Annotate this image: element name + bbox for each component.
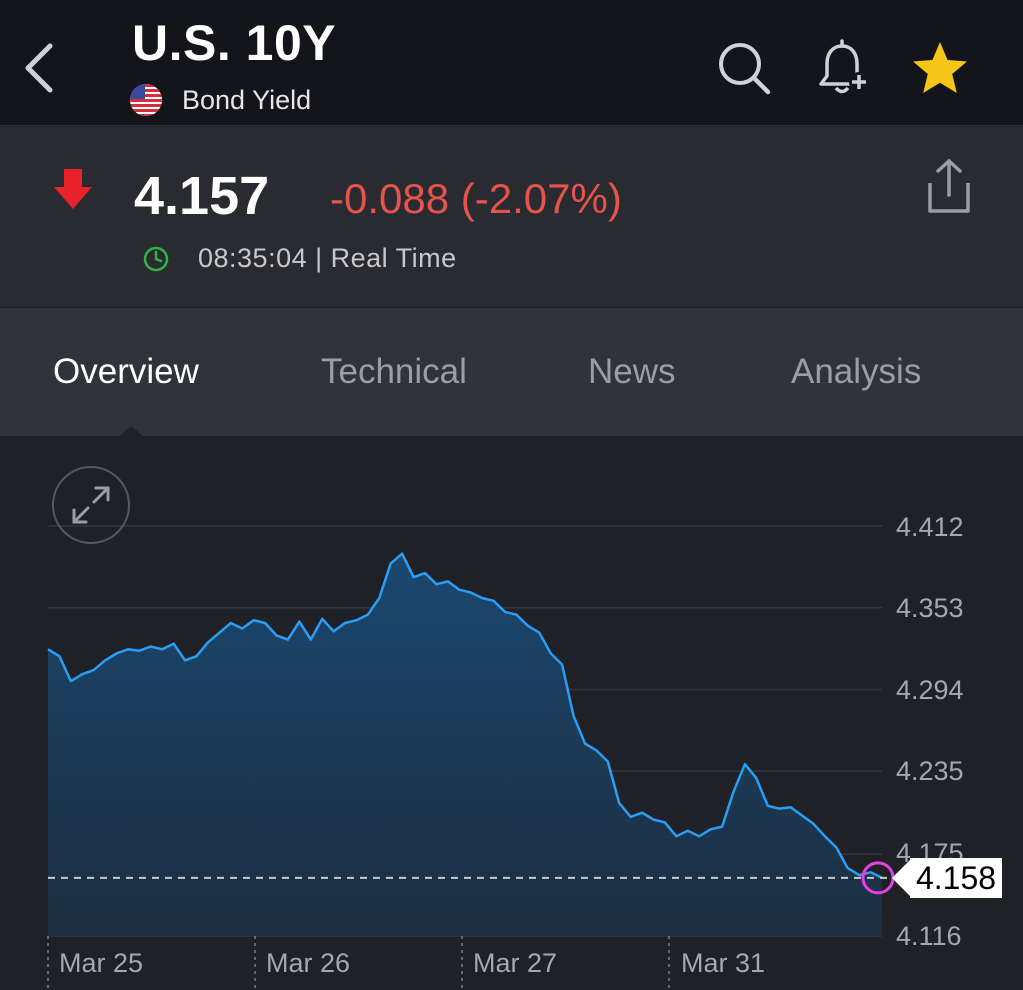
- search-icon[interactable]: [714, 38, 774, 98]
- share-icon[interactable]: [922, 157, 976, 217]
- quote-panel: 4.157 -0.088 (-2.07%) 08:35:04 | Real Ti…: [0, 127, 1023, 307]
- down-arrow-icon: [54, 169, 92, 209]
- y-tick-label: 4.294: [896, 675, 964, 705]
- quote-time: 08:35:04 | Real Time: [142, 243, 457, 274]
- page-title: U.S. 10Y: [132, 15, 337, 71]
- last-value-pointer: [892, 860, 910, 896]
- tab-bar: Overview Technical News Analysis: [0, 308, 1023, 436]
- expand-chart-button[interactable]: [52, 466, 130, 544]
- instrument-subtitle: Bond Yield: [130, 82, 311, 118]
- yield-chart[interactable]: [0, 436, 1023, 990]
- x-tick-label: Mar 27: [473, 948, 558, 978]
- tab-analysis[interactable]: Analysis: [791, 352, 922, 391]
- price-change: -0.088 (-2.07%): [330, 175, 622, 222]
- tab-technical[interactable]: Technical: [321, 352, 467, 391]
- y-tick-label: 4.235: [896, 756, 964, 786]
- y-tick-label: 4.116: [896, 921, 962, 951]
- us-flag-icon: [130, 84, 162, 116]
- tab-news[interactable]: News: [588, 352, 676, 391]
- clock-icon: [143, 246, 169, 271]
- x-tick-label: Mar 26: [266, 948, 351, 978]
- chart-panel[interactable]: 4.412 4.353 4.294 4.235 4.175 4.116 Mar …: [0, 436, 1023, 990]
- active-tab-indicator: [119, 426, 143, 436]
- expand-icon: [72, 486, 110, 524]
- y-tick-label: 4.412: [896, 512, 964, 542]
- subtitle-label: Bond Yield: [182, 84, 312, 115]
- time-label: 08:35:04 | Real Time: [198, 243, 457, 273]
- last-value-label: 4.158: [910, 858, 1002, 898]
- chart-area-fill: [48, 553, 882, 936]
- tab-overview[interactable]: Overview: [53, 352, 199, 391]
- last-price: 4.157: [134, 166, 270, 226]
- y-tick-label: 4.353: [896, 593, 964, 623]
- back-chevron-icon[interactable]: [18, 40, 62, 96]
- top-bar: U.S. 10Y Bond Yield: [0, 0, 1023, 126]
- x-tick-label: Mar 25: [59, 948, 144, 978]
- bell-plus-icon[interactable]: [812, 38, 872, 98]
- chart-series-line: [47, 552, 883, 879]
- star-icon[interactable]: [910, 38, 970, 98]
- x-tick-label: Mar 31: [681, 948, 766, 978]
